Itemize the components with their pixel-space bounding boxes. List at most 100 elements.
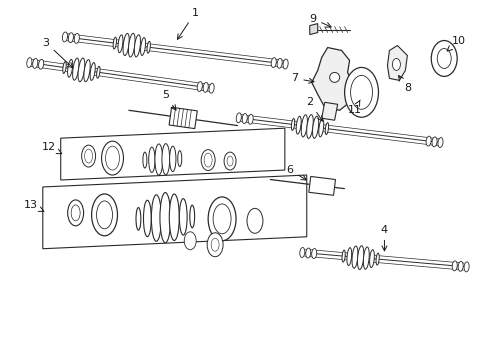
Ellipse shape <box>91 194 117 236</box>
Ellipse shape <box>209 83 214 93</box>
Ellipse shape <box>283 59 287 69</box>
Polygon shape <box>321 102 337 120</box>
Ellipse shape <box>62 32 67 42</box>
Ellipse shape <box>134 35 140 57</box>
Ellipse shape <box>351 246 357 268</box>
Ellipse shape <box>143 200 151 237</box>
Text: 5: 5 <box>162 90 176 110</box>
Ellipse shape <box>242 114 247 123</box>
Text: 10: 10 <box>446 36 465 51</box>
Ellipse shape <box>318 119 323 137</box>
Ellipse shape <box>306 115 313 139</box>
Text: 7: 7 <box>291 73 313 84</box>
Ellipse shape <box>27 58 32 68</box>
Ellipse shape <box>39 59 43 69</box>
Ellipse shape <box>189 205 194 228</box>
Ellipse shape <box>207 233 223 257</box>
Ellipse shape <box>299 248 304 257</box>
Text: 1: 1 <box>177 8 198 39</box>
Ellipse shape <box>203 153 212 167</box>
Ellipse shape <box>247 114 253 124</box>
Ellipse shape <box>277 58 282 68</box>
Ellipse shape <box>169 146 176 171</box>
Ellipse shape <box>208 197 236 241</box>
Ellipse shape <box>148 147 155 172</box>
Ellipse shape <box>97 66 100 78</box>
Ellipse shape <box>457 261 462 271</box>
Text: 9: 9 <box>308 14 330 27</box>
Ellipse shape <box>305 248 310 258</box>
Polygon shape <box>311 48 354 110</box>
Polygon shape <box>309 24 317 35</box>
Ellipse shape <box>113 37 116 49</box>
Ellipse shape <box>72 58 79 80</box>
Ellipse shape <box>392 58 400 71</box>
Ellipse shape <box>147 41 150 53</box>
Polygon shape <box>308 176 335 195</box>
Ellipse shape <box>33 58 38 68</box>
Ellipse shape <box>68 33 73 42</box>
Ellipse shape <box>296 116 301 134</box>
Polygon shape <box>42 175 306 249</box>
Ellipse shape <box>437 138 442 148</box>
Ellipse shape <box>341 250 345 262</box>
Text: 8: 8 <box>398 76 410 93</box>
Ellipse shape <box>179 199 187 235</box>
Ellipse shape <box>344 67 378 117</box>
Ellipse shape <box>357 246 363 270</box>
Ellipse shape <box>430 41 456 76</box>
Ellipse shape <box>96 201 112 229</box>
Ellipse shape <box>203 82 208 92</box>
Ellipse shape <box>431 137 436 147</box>
Ellipse shape <box>226 156 233 166</box>
Ellipse shape <box>102 141 123 175</box>
Ellipse shape <box>325 123 328 135</box>
Ellipse shape <box>71 205 80 221</box>
Ellipse shape <box>312 116 318 138</box>
Ellipse shape <box>105 146 119 170</box>
Text: 3: 3 <box>42 37 73 68</box>
Ellipse shape <box>142 152 146 168</box>
Ellipse shape <box>246 208 263 233</box>
Ellipse shape <box>201 150 215 171</box>
Ellipse shape <box>463 262 468 272</box>
Ellipse shape <box>84 60 90 82</box>
Ellipse shape <box>128 33 135 57</box>
Ellipse shape <box>81 145 95 167</box>
Ellipse shape <box>197 82 202 91</box>
Text: 4: 4 <box>380 225 387 251</box>
Ellipse shape <box>62 62 66 73</box>
Ellipse shape <box>211 238 219 251</box>
Ellipse shape <box>160 193 170 243</box>
Ellipse shape <box>84 149 92 163</box>
Ellipse shape <box>118 35 122 53</box>
Ellipse shape <box>155 144 163 175</box>
Text: 2: 2 <box>305 97 322 121</box>
Ellipse shape <box>425 136 430 146</box>
Ellipse shape <box>184 232 196 250</box>
Ellipse shape <box>67 59 73 77</box>
Text: 6: 6 <box>286 165 306 180</box>
Ellipse shape <box>451 261 456 271</box>
Ellipse shape <box>140 38 145 55</box>
Ellipse shape <box>78 58 84 82</box>
Ellipse shape <box>67 200 83 226</box>
Ellipse shape <box>136 208 141 230</box>
Text: 11: 11 <box>347 100 361 115</box>
Ellipse shape <box>363 247 368 269</box>
Polygon shape <box>61 128 285 180</box>
Ellipse shape <box>213 204 230 234</box>
Ellipse shape <box>301 115 307 137</box>
Ellipse shape <box>123 33 129 55</box>
Ellipse shape <box>236 113 241 123</box>
Ellipse shape <box>350 75 372 109</box>
Ellipse shape <box>162 144 169 175</box>
Ellipse shape <box>74 33 79 43</box>
Ellipse shape <box>178 150 182 167</box>
Ellipse shape <box>151 195 161 241</box>
Ellipse shape <box>346 248 351 266</box>
Ellipse shape <box>90 63 95 80</box>
Ellipse shape <box>224 152 236 170</box>
Ellipse shape <box>169 194 179 240</box>
Polygon shape <box>386 45 407 80</box>
